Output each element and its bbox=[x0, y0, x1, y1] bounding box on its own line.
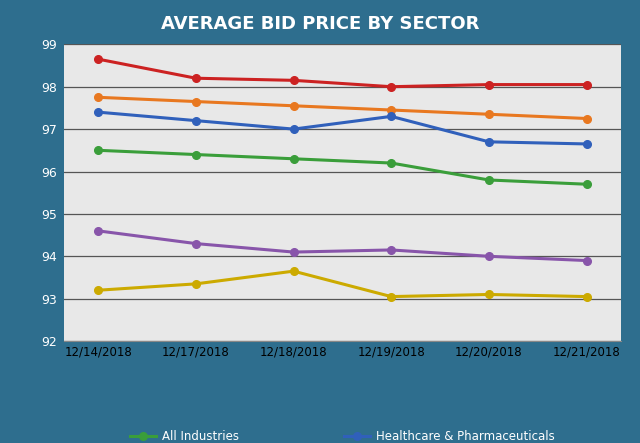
Beverage, Food & Tobacco bbox=[94, 228, 102, 233]
Retail bbox=[192, 281, 200, 287]
Line: Beverage, Food & Tobacco: Beverage, Food & Tobacco bbox=[94, 227, 591, 264]
Retail bbox=[583, 294, 591, 299]
Healthcare & Pharmaceuticals bbox=[192, 118, 200, 123]
Healthcare & Pharmaceuticals bbox=[387, 114, 395, 119]
Healthcare & Pharmaceuticals bbox=[94, 109, 102, 115]
Legend: All Industries, Beverage, Food & Tobacco, Chemicals, Plastics & Rubber, Healthca: All Industries, Beverage, Food & Tobacco… bbox=[131, 430, 554, 443]
Beverage, Food & Tobacco bbox=[485, 254, 493, 259]
Healthcare & Pharmaceuticals bbox=[583, 141, 591, 147]
Healthcare & Pharmaceuticals bbox=[290, 126, 298, 132]
Retail bbox=[387, 294, 395, 299]
All Industries bbox=[290, 156, 298, 161]
All Industries bbox=[387, 160, 395, 166]
Chemicals, Plastics & Rubber bbox=[192, 99, 200, 104]
Beverage, Food & Tobacco bbox=[583, 258, 591, 263]
Line: All Industries: All Industries bbox=[94, 147, 591, 188]
Retail bbox=[94, 288, 102, 293]
Retail bbox=[290, 268, 298, 274]
Transportation: Consumer: (1, 98.2): Consumer: (1, 98.2) bbox=[192, 76, 200, 81]
Healthcare & Pharmaceuticals bbox=[485, 139, 493, 144]
Beverage, Food & Tobacco bbox=[387, 247, 395, 253]
Text: AVERAGE BID PRICE BY SECTOR: AVERAGE BID PRICE BY SECTOR bbox=[161, 16, 479, 33]
Transportation: Consumer: (2, 98.2): Consumer: (2, 98.2) bbox=[290, 78, 298, 83]
Beverage, Food & Tobacco bbox=[192, 241, 200, 246]
Line: Chemicals, Plastics & Rubber: Chemicals, Plastics & Rubber bbox=[94, 93, 591, 122]
All Industries bbox=[485, 177, 493, 183]
Beverage, Food & Tobacco bbox=[290, 249, 298, 255]
All Industries bbox=[94, 148, 102, 153]
Transportation: Consumer: (0, 98.7): Consumer: (0, 98.7) bbox=[94, 57, 102, 62]
Transportation: Consumer: (3, 98): Consumer: (3, 98) bbox=[387, 84, 395, 89]
All Industries bbox=[192, 152, 200, 157]
Retail bbox=[485, 292, 493, 297]
Transportation: Consumer: (4, 98): Consumer: (4, 98) bbox=[485, 82, 493, 87]
Chemicals, Plastics & Rubber bbox=[387, 107, 395, 113]
Line: Transportation: Consumer: Transportation: Consumer bbox=[94, 55, 591, 90]
Chemicals, Plastics & Rubber bbox=[94, 95, 102, 100]
Chemicals, Plastics & Rubber bbox=[485, 112, 493, 117]
Chemicals, Plastics & Rubber bbox=[583, 116, 591, 121]
Line: Retail: Retail bbox=[94, 267, 591, 300]
All Industries bbox=[583, 182, 591, 187]
Chemicals, Plastics & Rubber bbox=[290, 103, 298, 109]
Line: Healthcare & Pharmaceuticals: Healthcare & Pharmaceuticals bbox=[94, 109, 591, 148]
Transportation: Consumer: (5, 98): Consumer: (5, 98) bbox=[583, 82, 591, 87]
